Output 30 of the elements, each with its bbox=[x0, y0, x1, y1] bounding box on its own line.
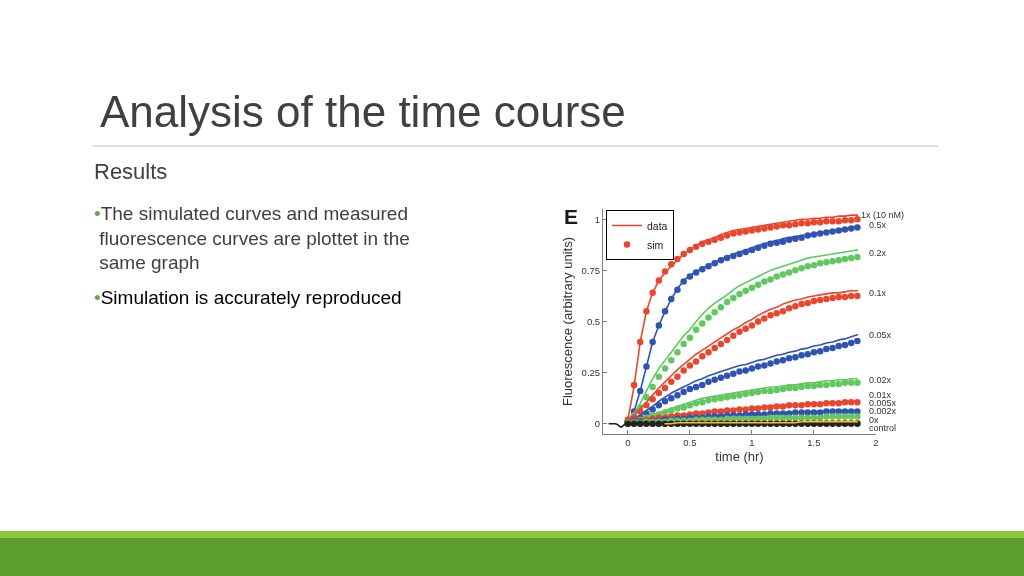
annotation: control bbox=[869, 423, 897, 433]
annotation: 0.002x bbox=[869, 406, 897, 416]
y-tick-label: 0.25 bbox=[581, 366, 601, 378]
x-tick-label: 1 bbox=[749, 437, 755, 449]
x-tick-label: 1.5 bbox=[807, 437, 821, 449]
y-tick-label: 0.75 bbox=[581, 264, 601, 276]
x-tick-label: 2 bbox=[873, 437, 879, 449]
text: Results bbox=[94, 159, 168, 184]
annotation: 0.02x bbox=[869, 375, 892, 385]
annotation: 0.01x bbox=[869, 390, 892, 400]
chart-title: Analysis of the time course bbox=[100, 87, 626, 137]
annotation: 0.1x bbox=[869, 288, 887, 298]
y-tick-label: 0.5 bbox=[586, 315, 601, 327]
x-tick-label: 0.5 bbox=[683, 437, 697, 449]
annotation: 0.5x bbox=[869, 220, 887, 230]
legend-label: data bbox=[647, 219, 668, 232]
x-tick-label: 0 bbox=[625, 437, 631, 449]
legend-label: sim bbox=[647, 238, 664, 251]
text: •Simulation is accurately reproduced bbox=[94, 287, 402, 308]
y-tick-label: 0 bbox=[594, 418, 601, 430]
text: E bbox=[564, 205, 579, 228]
y-axis-title: Fluorescence (arbitrary units) bbox=[559, 236, 575, 407]
annotation: 0.05x bbox=[869, 330, 892, 340]
y-tick-label: 1 bbox=[594, 213, 601, 225]
annotation: 0.2x bbox=[869, 248, 887, 258]
annotation: 1x (10 nM) bbox=[861, 210, 905, 220]
annotation: 0x bbox=[869, 415, 880, 425]
x-axis-title: time (hr) bbox=[715, 449, 764, 464]
text: •The simulated curves and measured fluorescence curves are plottet in the same graph bbox=[94, 203, 410, 274]
annotation: 0.005x bbox=[869, 398, 897, 408]
